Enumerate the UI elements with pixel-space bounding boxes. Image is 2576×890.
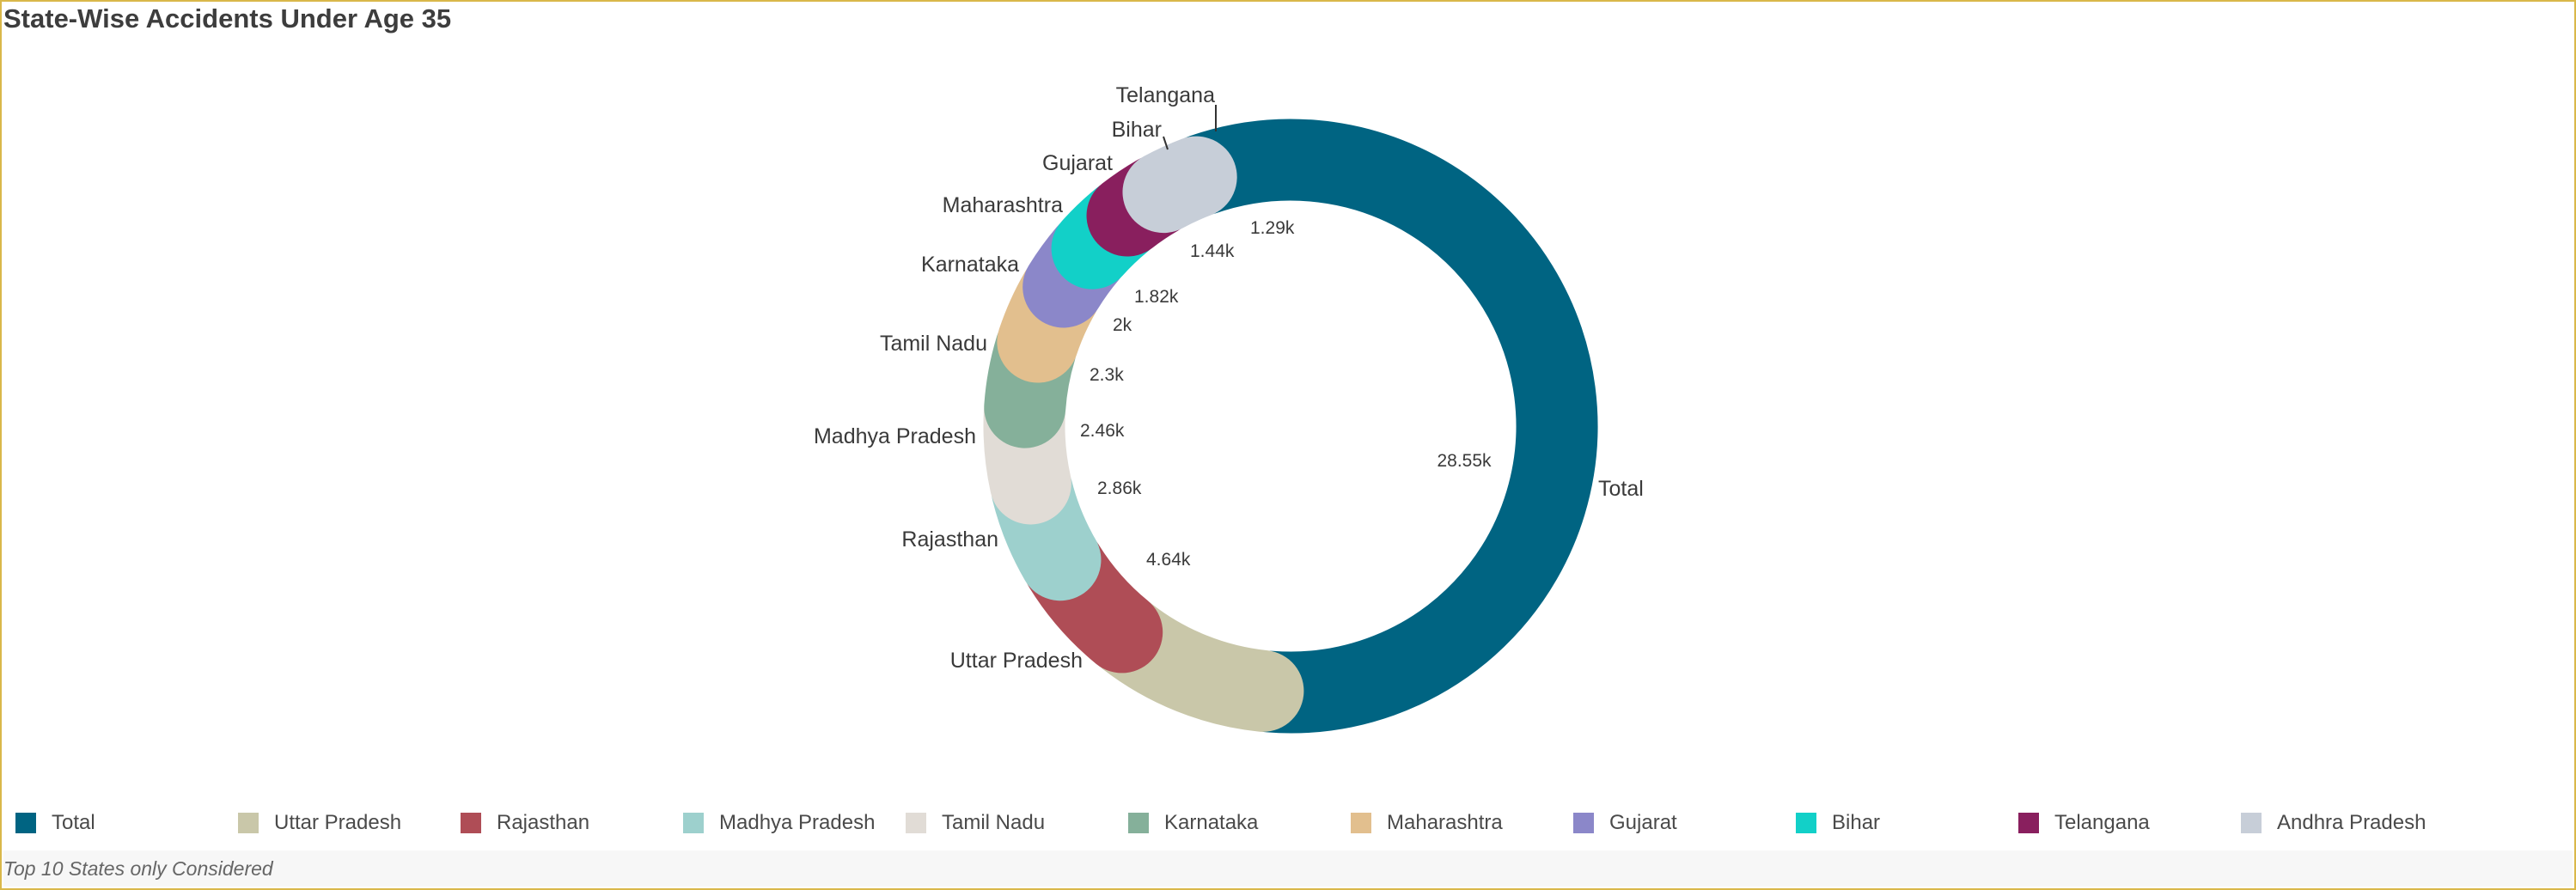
legend-label: Maharashtra — [1387, 811, 1503, 834]
category-label-maharashtra: Maharashtra — [943, 193, 1063, 217]
value-label-uttar-pradesh: 4.64k — [1146, 550, 1191, 570]
legend-swatch — [1351, 813, 1371, 833]
legend-swatch — [2018, 813, 2039, 833]
legend-label: Total — [52, 811, 95, 834]
legend-swatch — [683, 813, 704, 833]
leader-line — [1163, 136, 1169, 150]
legend-label: Madhya Pradesh — [719, 811, 876, 834]
legend-item-gujarat[interactable]: Gujarat — [1573, 806, 1677, 840]
legend-swatch — [2241, 813, 2262, 833]
legend-item-karnataka[interactable]: Karnataka — [1128, 806, 1258, 840]
donut-chart: Total 28.55k Uttar Pradesh 4.64k Rajasthan 2.… — [814, 83, 1644, 734]
legend-label: Andhra Pradesh — [2277, 811, 2426, 834]
category-label-total: Total — [1598, 477, 1644, 501]
value-label-gujarat: 1.44k — [1190, 241, 1235, 261]
value-label-total: 28.55k — [1437, 451, 1492, 471]
category-label-karnataka: Karnataka — [921, 253, 1019, 277]
legend-label: Bihar — [1832, 811, 1881, 834]
legend-item-rajasthan[interactable]: Rajasthan — [461, 806, 589, 840]
legend-swatch — [238, 813, 259, 833]
legend-label: Karnataka — [1164, 811, 1259, 834]
chart-legend: Total Uttar Pradesh Rajasthan Madhya Prades… — [15, 806, 2559, 840]
legend-swatch — [15, 813, 36, 833]
value-label-telangana: 1.29k — [1250, 218, 1295, 238]
footer-note: Top 10 States only Considered — [3, 857, 273, 880]
legend-item-telangana[interactable]: Telangana — [2018, 806, 2150, 840]
legend-item-total[interactable]: Total — [15, 806, 95, 840]
legend-label: Gujarat — [1609, 811, 1677, 834]
legend-swatch — [906, 813, 926, 833]
legend-item-bihar[interactable]: Bihar — [1796, 806, 1880, 840]
value-label-tamil-nadu: 2.3k — [1090, 365, 1124, 385]
legend-item-andhra-pradesh[interactable]: Andhra Pradesh — [2241, 806, 2426, 840]
value-label-maharashtra: 1.82k — [1134, 287, 1179, 307]
category-label-madhya-pradesh: Madhya Pradesh — [814, 424, 976, 448]
legend-label: Rajasthan — [497, 811, 590, 834]
value-label-karnataka: 2k — [1113, 315, 1132, 335]
slice-andhra-pradesh[interactable] — [1122, 136, 1237, 234]
category-label-tamil-nadu: Tamil Nadu — [880, 332, 987, 356]
category-label-bihar: Bihar — [1112, 118, 1162, 142]
legend-item-madhya-pradesh[interactable]: Madhya Pradesh — [683, 806, 875, 840]
legend-item-uttar-pradesh[interactable]: Uttar Pradesh — [238, 806, 401, 840]
legend-swatch — [1128, 813, 1149, 833]
category-label-rajasthan: Rajasthan — [901, 527, 998, 552]
value-label-madhya-pradesh: 2.46k — [1080, 421, 1125, 441]
legend-swatch — [1573, 813, 1594, 833]
footer-bar: Top 10 States only Considered — [3, 850, 2573, 887]
slice-total[interactable] — [1162, 119, 1598, 734]
value-label-rajasthan: 2.86k — [1097, 479, 1142, 498]
category-label-gujarat: Gujarat — [1042, 151, 1113, 175]
category-label-uttar-pradesh: Uttar Pradesh — [950, 649, 1083, 673]
legend-item-maharashtra[interactable]: Maharashtra — [1351, 806, 1503, 840]
legend-item-tamil-nadu[interactable]: Tamil Nadu — [906, 806, 1045, 840]
chart-title: State-Wise Accidents Under Age 35 — [3, 3, 452, 34]
legend-label: Telangana — [2054, 811, 2150, 834]
category-label-telangana: Telangana — [1116, 83, 1215, 107]
legend-swatch — [461, 813, 481, 833]
legend-label: Uttar Pradesh — [274, 811, 402, 834]
legend-swatch — [1796, 813, 1816, 833]
legend-label: Tamil Nadu — [942, 811, 1046, 834]
